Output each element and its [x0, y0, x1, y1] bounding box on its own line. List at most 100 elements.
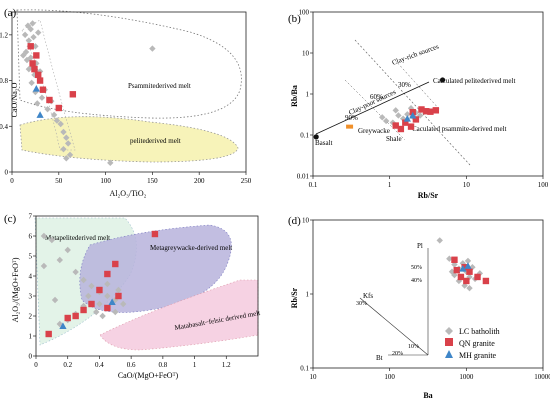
panel-c: (c) Metapelitederived melt Metagreywacke… — [4, 213, 261, 381]
data-point-lc-27 — [57, 120, 64, 128]
plot-area-b — [312, 11, 544, 177]
data-point-orange-0 — [346, 124, 354, 129]
annotation-40: 40% — [411, 278, 422, 284]
boundary-line — [354, 39, 471, 166]
y-tick-label-b-2: 1 — [306, 91, 310, 99]
panel-label-b: (b) — [288, 13, 301, 25]
region-label-psammite: Psammitederived melt — [128, 82, 191, 90]
annotation-90: 90% — [345, 114, 358, 122]
data-point-qn-3 — [407, 123, 415, 130]
panel-label-d: (d) — [288, 215, 301, 227]
annotation-50: 50% — [411, 265, 422, 271]
panel-label-a: (a) — [4, 7, 17, 19]
data-point-qn-5 — [36, 77, 44, 84]
y-tick-label-b-4: 100 — [299, 9, 310, 17]
y-tick-label-d-1: 1 — [306, 291, 310, 299]
data-point-qn-1 — [397, 125, 405, 133]
x-axis-label-c: CaO/(MgO+FeOᵀ) — [118, 371, 179, 380]
data-point-lc-14 — [31, 71, 38, 79]
data-point-mh-0 — [32, 84, 40, 92]
y-tick-label-c-5: 5 — [29, 253, 33, 261]
panel-label-c: (c) — [4, 213, 17, 225]
x-tick-label-d-3: 10000 — [534, 373, 550, 381]
x-tick-label-c-4: 0.8 — [158, 361, 167, 369]
data-point-lc-26 — [53, 117, 61, 124]
region-label-metapelite: Metapelitederived melt — [45, 234, 110, 242]
data-point-black-1 — [439, 77, 446, 83]
annotation-kfs: Kfs — [363, 292, 373, 300]
annotation-10: 10% — [408, 344, 419, 350]
data-point-qn-3 — [80, 306, 87, 314]
data-point-lc-5 — [72, 268, 79, 276]
panel-a: (a) Psammitederived melt pelitederived m… — [0, 7, 252, 198]
x-tick-label-a-3: 150 — [147, 177, 158, 185]
data-point-lc-15 — [112, 308, 119, 316]
y-tick-label-a-2: 0.8 — [0, 77, 9, 85]
data-point-qn-1 — [457, 273, 465, 281]
data-point-lc-4 — [40, 262, 48, 270]
y-tick-label-c-2: 2 — [29, 313, 33, 321]
data-point-qn-6 — [104, 270, 111, 278]
y-tick-label-b-1: 0.1 — [300, 132, 309, 140]
data-point-lc-13 — [30, 33, 37, 41]
x-tick-label-d-1: 100 — [384, 373, 395, 381]
points-a — [20, 20, 156, 167]
data-point-mh-0 — [403, 115, 411, 122]
legend-label-qn: QN granite — [459, 339, 495, 348]
data-point-lc-8 — [416, 112, 424, 119]
legend-marker-lc — [445, 327, 453, 335]
y-tick-label-d-2: 10 — [302, 217, 310, 225]
ticks-c: 0 0.2 0.4 0.6 0.8 1 1.2 0 1 2 3 4 5 6 7 — [29, 213, 232, 370]
data-point-lc-1 — [446, 255, 453, 262]
data-point-lc-19 — [51, 296, 59, 304]
y-tick-label-b-0: 0.01 — [297, 173, 310, 181]
data-point-qn-0 — [451, 256, 458, 263]
y-tick-label-b-3: 10 — [302, 50, 310, 58]
y-axis-label-c: Al₂O₃/(MgO+FeOᵀ) — [11, 257, 20, 322]
data-point-qn-2 — [461, 264, 468, 271]
data-point-qn-2 — [402, 119, 409, 126]
data-point-qn-3 — [33, 52, 40, 59]
data-point-lc-9 — [104, 292, 111, 300]
y-tick-label-a-0: 0 — [5, 169, 9, 177]
legend-item-mh: MH granite — [445, 350, 497, 360]
boundary-line-3 — [394, 59, 441, 111]
annotation-pelite-melt: Calculated pelitederived melt — [433, 77, 515, 85]
data-point-qn-0 — [27, 43, 34, 50]
data-point-lc-6 — [80, 276, 87, 284]
data-point-lc-32 — [63, 155, 70, 162]
data-point-lc-21 — [115, 286, 122, 294]
annotation-greywacke: Greywacke — [358, 127, 390, 135]
x-tick-label-a-0: 0 — [10, 177, 14, 185]
data-point-lc-20 — [36, 68, 44, 75]
data-point-lc-28 — [60, 128, 67, 136]
data-point-qn-7 — [453, 266, 460, 274]
data-point-qn-5 — [474, 273, 481, 281]
data-point-lc-0 — [379, 114, 386, 121]
data-point-mh-1 — [108, 298, 116, 305]
data-point-lc-34 — [149, 45, 156, 52]
data-point-lc-14 — [99, 312, 106, 320]
y-axis-label-d: Rb/Sr — [290, 287, 299, 308]
data-point-qn-6 — [423, 108, 430, 115]
data-point-mh-1 — [464, 262, 472, 269]
annotation-60: 60% — [370, 93, 383, 101]
data-point-lc-23 — [85, 292, 92, 300]
data-point-qn-4 — [88, 300, 95, 308]
annotation-bt: Bt — [376, 354, 383, 362]
data-point-lc-11 — [120, 300, 127, 308]
annotation-basalt: Basalt — [315, 139, 333, 147]
data-point-lc-25 — [50, 111, 58, 119]
data-point-qn-7 — [46, 96, 53, 104]
x-tick-label-b-3: 100 — [538, 181, 549, 189]
ticks-d: 10 100 1000 10000 0.1 1 10 — [300, 217, 550, 382]
x-tick-label-c-3: 0.6 — [127, 361, 136, 369]
legend-item-qn: QN granite — [445, 338, 495, 348]
annotation-30: 30% — [398, 81, 411, 89]
y-tick-label-c-0: 0 — [29, 353, 33, 361]
data-point-lc-1 — [382, 117, 390, 125]
data-point-lc-5 — [25, 37, 33, 44]
data-point-lc-19 — [35, 29, 42, 36]
data-point-qn-4 — [466, 268, 473, 275]
y-tick-label-c-1: 1 — [29, 333, 33, 341]
